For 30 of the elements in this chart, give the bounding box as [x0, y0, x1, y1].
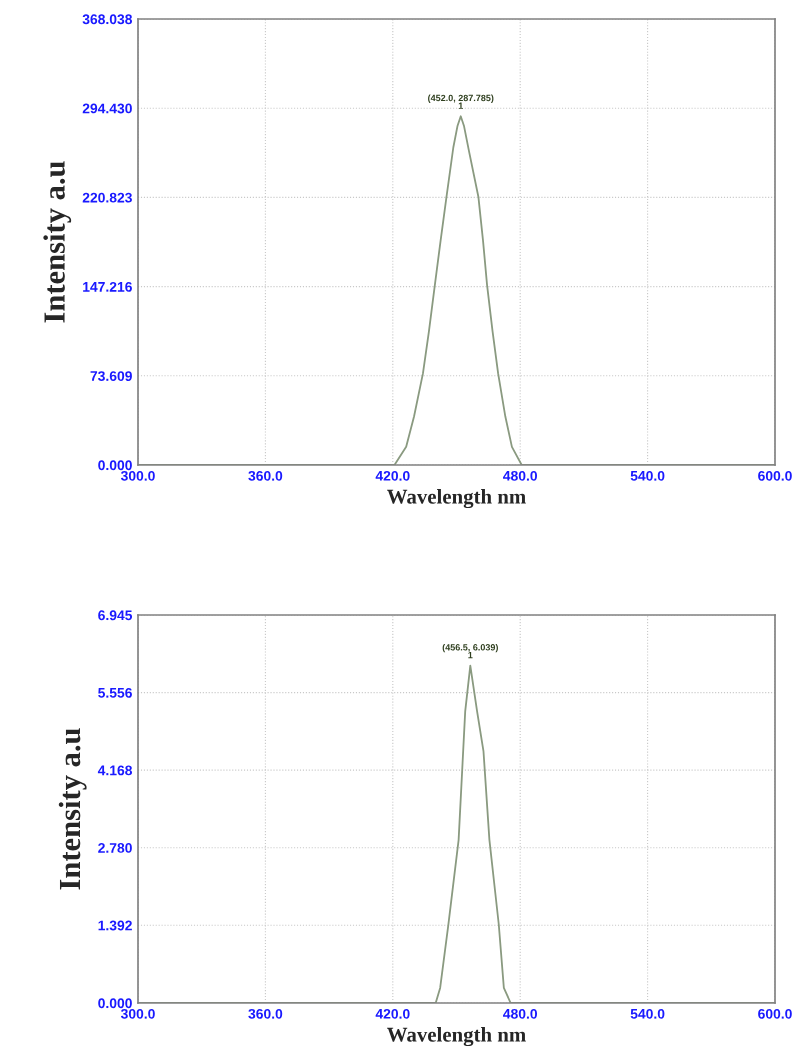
- annotation: (452.0, 287.785) 1: [428, 94, 494, 109]
- y-tick-label: 0.000: [98, 460, 132, 471]
- y-tick-label: 1.392: [98, 920, 132, 931]
- x-tick-label: 420.0: [375, 470, 410, 481]
- y-tick-label: 147.216: [83, 281, 132, 292]
- x-axis-title: Wavelength nm: [387, 1027, 526, 1047]
- x-tick-label: 600.0: [758, 1008, 792, 1019]
- y-tick-label: 368.038: [82, 14, 133, 25]
- y-tick-label: 5.556: [98, 687, 132, 698]
- x-tick-label: 360.0: [248, 470, 283, 481]
- x-tick-label: 300.0: [120, 1008, 155, 1019]
- x-tick-label: 480.0: [503, 470, 538, 481]
- y-tick-label: 2.780: [98, 843, 132, 853]
- x-axis-title: Wavelength nm: [387, 489, 526, 509]
- x-tick-label: 600.0: [758, 470, 792, 481]
- y-tick-label: 294.430: [82, 103, 132, 114]
- y-axis-title: Intensity a.u: [43, 161, 72, 323]
- x-tick-label: 480.0: [503, 1008, 538, 1019]
- y-tick-label: 4.168: [97, 765, 133, 776]
- x-tick-label: 540.0: [630, 470, 665, 481]
- y-tick-label: 6.945: [98, 610, 133, 621]
- y-tick-label: 220.823: [82, 192, 132, 203]
- annotation: (456.5, 6.039) 1: [442, 643, 498, 659]
- x-tick-label: 540.0: [630, 1008, 665, 1019]
- y-tick-label: 73.609: [90, 371, 132, 381]
- y-axis-title: Intensity a.u: [58, 728, 87, 890]
- y-tick-label: 0.000: [98, 998, 132, 1009]
- x-tick-label: 300.0: [120, 470, 155, 481]
- x-tick-label: 420.0: [375, 1008, 410, 1019]
- x-tick-label: 360.0: [248, 1008, 283, 1019]
